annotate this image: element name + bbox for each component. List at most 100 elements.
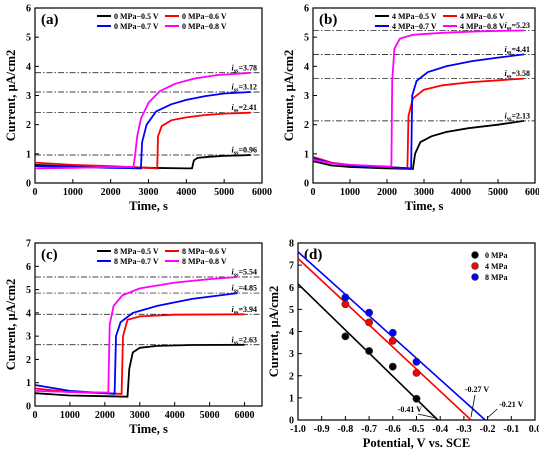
ann-symbol: i bbox=[505, 111, 508, 120]
data-point bbox=[412, 394, 421, 403]
y-tick-label: 7 bbox=[289, 261, 294, 272]
ann-value: =3.12 bbox=[238, 83, 257, 92]
data-point bbox=[388, 336, 397, 345]
ann-value: =3.94 bbox=[238, 305, 257, 314]
legend-entry: 0 MPa−0.6 V bbox=[182, 12, 227, 21]
data-point bbox=[341, 332, 350, 341]
y-tick-label: 8 bbox=[289, 239, 294, 250]
series-line-3 bbox=[34, 71, 251, 170]
chart-panel-0: 0 1000 2000 3000 4000 5000 6000 0 1 2 3 4 5 6 Time, s C… bbox=[4, 4, 272, 214]
chart-panel-2: 0 1000 2000 3000 4000 5000 6000 0 1 2 3 4 5 6 7 Time, s… bbox=[4, 239, 263, 436]
steady-state-label: iss=3.94 bbox=[232, 305, 257, 316]
y-tick-label: 1 bbox=[26, 149, 31, 160]
steady-state-label: iss=5.54 bbox=[232, 267, 257, 278]
y-tick-label: 6 bbox=[304, 4, 309, 15]
x-tick-label: -1.0 bbox=[290, 424, 306, 435]
legend-entry: 4 MPa−0.7 V bbox=[392, 22, 437, 31]
ann-subscript: ss bbox=[234, 151, 239, 157]
x-tick-label: -0.6 bbox=[385, 424, 401, 435]
x-tick-label: 5000 bbox=[214, 187, 234, 198]
y-tick-label: 2 bbox=[26, 120, 31, 131]
x-tick-label: 0 bbox=[311, 187, 316, 198]
steady-state-label: iss=2.13 bbox=[505, 111, 530, 122]
x-tick-label: 2000 bbox=[377, 187, 397, 198]
x-tick-label: 5000 bbox=[488, 187, 508, 198]
ann-value: =4.85 bbox=[238, 284, 257, 293]
ann-value: =5.54 bbox=[238, 267, 257, 276]
plot-frame bbox=[34, 7, 263, 184]
panel-label: (d) bbox=[304, 247, 322, 263]
x-tick-label: -0.4 bbox=[432, 424, 448, 435]
ann-subscript: ss bbox=[234, 108, 239, 114]
x-tick-label: 4000 bbox=[165, 410, 185, 421]
x-tick-label: 1000 bbox=[60, 410, 80, 421]
ann-subscript: ss bbox=[507, 74, 512, 80]
panel-label: (b) bbox=[319, 12, 337, 28]
y-tick-label: 3 bbox=[26, 332, 31, 343]
series-line-1 bbox=[34, 313, 245, 395]
steady-state-label: iss=2.63 bbox=[232, 335, 257, 346]
steady-state-label: iss=3.12 bbox=[232, 83, 257, 94]
intercept-label: -0.27 V bbox=[465, 385, 490, 394]
legend-entry: 0 MPa bbox=[485, 251, 507, 260]
intercept-label: -0.21 V bbox=[499, 400, 524, 409]
data-point bbox=[412, 368, 421, 377]
x-axis-label: Time, s bbox=[129, 199, 168, 213]
chart-panel-1: 0 1000 2000 3000 4000 5000 6000 0 1 2 3 4 5 6 Time, s C… bbox=[282, 4, 539, 214]
x-tick-label: 0 bbox=[33, 187, 38, 198]
steady-state-label: iss=4.41 bbox=[505, 45, 530, 56]
fit-line-1 bbox=[297, 257, 472, 421]
data-point bbox=[365, 347, 373, 355]
ann-symbol: i bbox=[232, 63, 235, 72]
legend-entry: 8 MPa−0.5 V bbox=[114, 247, 159, 256]
y-tick-label: 5 bbox=[304, 33, 309, 44]
x-tick-label: -0.8 bbox=[337, 424, 353, 435]
data-point bbox=[365, 308, 373, 317]
legend-entry: 8 MPa−0.7 V bbox=[114, 257, 159, 266]
x-axis-label: Time, s bbox=[129, 422, 168, 436]
ann-symbol: i bbox=[232, 83, 235, 92]
x-tick-label: 2000 bbox=[95, 410, 115, 421]
y-tick-label: 0 bbox=[304, 179, 309, 190]
y-axis-label: Current, μA/cm2 bbox=[282, 50, 296, 142]
ann-value: =0.96 bbox=[238, 146, 257, 155]
y-tick-label: 3 bbox=[289, 349, 294, 360]
data-point bbox=[388, 328, 397, 337]
ann-subscript: ss bbox=[507, 26, 512, 32]
ann-subscript: ss bbox=[507, 116, 512, 122]
y-tick-label: 4 bbox=[289, 327, 294, 338]
y-axis-label: Current, μA/cm2 bbox=[4, 279, 18, 371]
panel-label: (c) bbox=[41, 247, 58, 263]
ann-subscript: ss bbox=[234, 272, 239, 278]
series-line-0 bbox=[312, 120, 525, 170]
y-tick-label: 6 bbox=[289, 283, 294, 294]
x-tick-label: -0.1 bbox=[503, 424, 519, 435]
data-point bbox=[341, 293, 350, 302]
series-line-2 bbox=[312, 53, 525, 170]
x-tick-label: -0.2 bbox=[480, 424, 496, 435]
x-tick-label: 4000 bbox=[451, 187, 471, 198]
legend-entry: 0 MPa−0.8 V bbox=[182, 22, 227, 31]
y-axis-label: Current, μA/cm2 bbox=[4, 50, 18, 142]
series-line-0 bbox=[34, 343, 245, 398]
legend-entry: 0 MPa−0.7 V bbox=[114, 22, 159, 31]
y-axis-label: Current, μA/cm2 bbox=[267, 286, 281, 378]
data-point bbox=[365, 318, 373, 327]
y-tick-label: 2 bbox=[26, 355, 31, 366]
data-point bbox=[388, 362, 397, 371]
y-tick-label: 1 bbox=[26, 378, 31, 389]
steady-state-label: iss=3.58 bbox=[505, 69, 530, 80]
y-tick-label: 5 bbox=[289, 305, 294, 316]
x-axis-label: Potential, V vs. SCE bbox=[363, 436, 471, 450]
y-tick-label: 1 bbox=[289, 393, 294, 404]
legend-entry: 4 MPa−0.6 V bbox=[460, 12, 505, 21]
y-tick-label: 2 bbox=[304, 120, 309, 131]
ann-symbol: i bbox=[232, 284, 235, 293]
annotation-arrow bbox=[470, 394, 476, 418]
legend-entry: 0 MPa−0.5 V bbox=[114, 12, 159, 21]
y-tick-label: 3 bbox=[304, 91, 309, 102]
legend-entry: 4 MPa−0.8 V bbox=[460, 22, 505, 31]
legend-entry: 8 MPa−0.8 V bbox=[182, 257, 227, 266]
x-tick-label: 4000 bbox=[176, 187, 196, 198]
